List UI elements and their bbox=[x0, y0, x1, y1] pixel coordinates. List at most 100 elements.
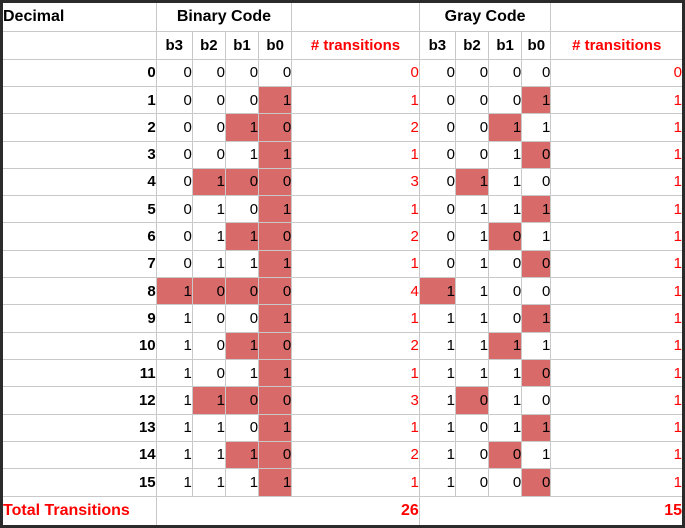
binary-bit-cell[interactable]: 0 bbox=[258, 222, 293, 251]
binary-bit-cell[interactable]: 0 bbox=[258, 167, 293, 197]
binary-bit-cell[interactable]: 0 bbox=[224, 85, 260, 115]
gray-transitions-cell[interactable]: 1 bbox=[550, 440, 684, 470]
gray-transitions-cell[interactable]: 1 bbox=[550, 331, 684, 360]
gray-bit-cell[interactable]: 0 bbox=[418, 58, 456, 87]
gray-bit-cell[interactable]: 1 bbox=[454, 304, 490, 333]
gray-bit-cell[interactable]: 1 bbox=[488, 358, 523, 388]
gray-bit-cell[interactable]: 0 bbox=[488, 277, 523, 306]
binary-bit-cell[interactable]: 0 bbox=[191, 140, 226, 169]
gray-transitions-cell[interactable]: 1 bbox=[550, 358, 684, 388]
binary-bit-cell[interactable]: 0 bbox=[155, 140, 193, 169]
gray-bit-cell[interactable]: 1 bbox=[488, 113, 523, 142]
binary-bit-cell[interactable]: 0 bbox=[191, 358, 226, 388]
gray-bit-cell[interactable]: 0 bbox=[521, 249, 552, 279]
gray-bit-cell[interactable]: 0 bbox=[454, 413, 490, 442]
gray-bit-cell[interactable]: 0 bbox=[488, 222, 523, 251]
gray-bit-cell[interactable]: 0 bbox=[521, 167, 552, 197]
gray-bit-cell[interactable]: 1 bbox=[488, 167, 523, 197]
binary-bit-cell[interactable]: 0 bbox=[224, 304, 260, 333]
binary-bit-cell[interactable]: 1 bbox=[191, 167, 226, 197]
gray-transitions-cell[interactable]: 1 bbox=[550, 468, 684, 497]
gray-bit-cell[interactable]: 1 bbox=[418, 304, 456, 333]
gray-bit-cell[interactable]: 0 bbox=[454, 85, 490, 115]
binary-bit-cell[interactable]: 0 bbox=[258, 331, 293, 360]
gray-bit-cell[interactable]: 1 bbox=[418, 277, 456, 306]
binary-bit-cell[interactable]: 1 bbox=[155, 440, 193, 470]
total-transitions-label[interactable]: Total Transitions bbox=[1, 495, 157, 528]
gray-bit-cell[interactable]: 0 bbox=[488, 468, 523, 497]
gray-bit-cell[interactable]: 0 bbox=[488, 58, 523, 87]
binary-transitions-cell[interactable]: 1 bbox=[291, 249, 420, 279]
gray-total-value[interactable]: 15 bbox=[418, 495, 685, 528]
gray-bit-cell[interactable]: 0 bbox=[418, 85, 456, 115]
gray-bit-cell[interactable]: 1 bbox=[454, 195, 490, 224]
binary-transitions-cell[interactable]: 1 bbox=[291, 304, 420, 333]
binary-bit-cell[interactable]: 0 bbox=[224, 167, 260, 197]
decimal-cell[interactable]: 2 bbox=[1, 113, 157, 142]
decimal-cell[interactable]: 13 bbox=[1, 413, 157, 442]
gray-transitions-cell[interactable]: 1 bbox=[550, 195, 684, 224]
binary-bit-cell[interactable]: 1 bbox=[224, 468, 260, 497]
binary-bit-cell[interactable]: 1 bbox=[155, 331, 193, 360]
binary-bit-cell[interactable]: 1 bbox=[191, 195, 226, 224]
binary-bit-cell[interactable]: 1 bbox=[191, 440, 226, 470]
binary-bit-cell[interactable]: 1 bbox=[191, 413, 226, 442]
decimal-cell[interactable]: 4 bbox=[1, 167, 157, 197]
gray-bit-cell[interactable]: 0 bbox=[418, 113, 456, 142]
gray-bit-cell[interactable]: 1 bbox=[488, 386, 523, 415]
gray-bit-cell[interactable]: 0 bbox=[454, 440, 490, 470]
binary-code-group-header[interactable]: Binary Code bbox=[155, 0, 293, 33]
binary-transitions-cell[interactable]: 1 bbox=[291, 358, 420, 388]
gray-transitions-cell[interactable]: 1 bbox=[550, 140, 684, 169]
gray-bit-cell[interactable]: 0 bbox=[454, 113, 490, 142]
gray-bit-cell[interactable]: 1 bbox=[454, 249, 490, 279]
gray-bit-cell[interactable]: 0 bbox=[454, 140, 490, 169]
gray-bit-cell[interactable]: 1 bbox=[454, 331, 490, 360]
binary-bit-cell[interactable]: 0 bbox=[191, 85, 226, 115]
gray-transitions-cell[interactable]: 1 bbox=[550, 222, 684, 251]
binary-transitions-cell[interactable]: 2 bbox=[291, 222, 420, 251]
binary-bit-cell[interactable]: 1 bbox=[224, 222, 260, 251]
decimal-cell[interactable]: 5 bbox=[1, 195, 157, 224]
gray-bit-cell[interactable]: 0 bbox=[418, 222, 456, 251]
binary-bit-cell[interactable]: 1 bbox=[155, 386, 193, 415]
binary-bit-cell[interactable]: 1 bbox=[191, 468, 226, 497]
decimal-cell[interactable]: 6 bbox=[1, 222, 157, 251]
binary-bit-cell[interactable]: 0 bbox=[191, 304, 226, 333]
binary-bit-cell[interactable]: 1 bbox=[258, 85, 293, 115]
binary-total-value[interactable]: 26 bbox=[155, 495, 420, 528]
binary-bit-cell[interactable]: 1 bbox=[258, 304, 293, 333]
gray-bit-cell[interactable]: 1 bbox=[521, 304, 552, 333]
binary-bit-cell[interactable]: 1 bbox=[191, 222, 226, 251]
binary-transitions-cell[interactable]: 4 bbox=[291, 277, 420, 306]
binary-bit-cell[interactable]: 0 bbox=[258, 277, 293, 306]
gray-bit-cell[interactable]: 1 bbox=[488, 331, 523, 360]
binary-transitions-cell[interactable]: 1 bbox=[291, 413, 420, 442]
binary-bit-cell[interactable]: 0 bbox=[155, 113, 193, 142]
binary-bit-cell[interactable]: 1 bbox=[258, 195, 293, 224]
gray-bit-cell[interactable]: 0 bbox=[418, 140, 456, 169]
gray-transitions-cell[interactable]: 1 bbox=[550, 413, 684, 442]
binary-bit-cell[interactable]: 0 bbox=[155, 249, 193, 279]
binary-bit-cell[interactable]: 0 bbox=[224, 195, 260, 224]
decimal-cell[interactable]: 15 bbox=[1, 468, 157, 497]
gray-transitions-header[interactable]: # transitions bbox=[550, 31, 684, 60]
decimal-cell[interactable]: 9 bbox=[1, 304, 157, 333]
binary-transitions-cell[interactable]: 2 bbox=[291, 440, 420, 470]
gray-transitions-cell[interactable]: 1 bbox=[550, 113, 684, 142]
gray-bit-cell[interactable]: 1 bbox=[418, 358, 456, 388]
gray-transitions-cell[interactable]: 1 bbox=[550, 386, 684, 415]
gray-bit-cell[interactable]: 1 bbox=[521, 113, 552, 142]
binary-transitions-cell[interactable]: 2 bbox=[291, 331, 420, 360]
gray-bit-cell[interactable]: 0 bbox=[521, 58, 552, 87]
gray-bit-cell[interactable]: 0 bbox=[488, 249, 523, 279]
gray-b0-header[interactable]: b0 bbox=[521, 31, 552, 60]
decimal-column-header[interactable]: Decimal bbox=[1, 0, 157, 33]
gray-transitions-cell[interactable]: 1 bbox=[550, 304, 684, 333]
binary-bit-cell[interactable]: 1 bbox=[224, 440, 260, 470]
gray-bit-cell[interactable]: 1 bbox=[418, 386, 456, 415]
gray-bit-cell[interactable]: 0 bbox=[521, 277, 552, 306]
binary-bit-cell[interactable]: 1 bbox=[224, 113, 260, 142]
binary-bit-cell[interactable]: 0 bbox=[155, 167, 193, 197]
binary-bit-cell[interactable]: 0 bbox=[191, 331, 226, 360]
